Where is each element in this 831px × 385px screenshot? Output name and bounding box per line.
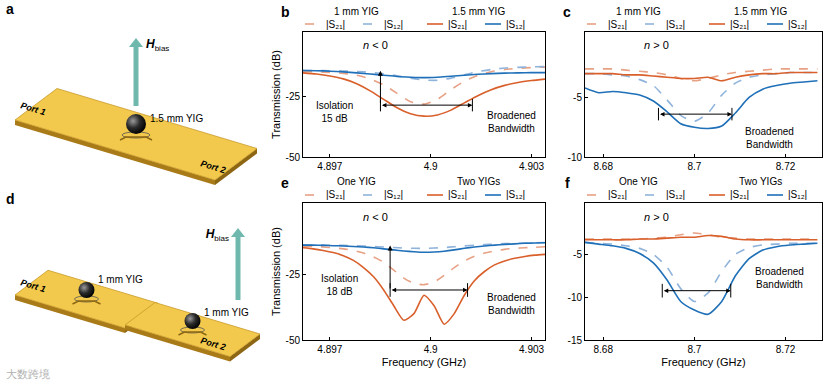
svg-text:|S₂₁|: |S₂₁| [608, 189, 627, 200]
svg-text:4.903: 4.903 [519, 161, 544, 172]
svg-text:-10: -10 [568, 292, 583, 303]
svg-text:8.68: 8.68 [593, 161, 613, 172]
svg-text:BroadenedBandwidth: BroadenedBandwidth [755, 266, 804, 290]
svg-text:Transmission (dB): Transmission (dB) [270, 50, 282, 139]
svg-text:Port 2: Port 2 [199, 158, 226, 175]
svg-text:|S₁₂|: |S₁₂| [506, 19, 525, 30]
svg-text:Hbias: Hbias [146, 37, 169, 53]
svg-text:Port 1: Port 1 [19, 277, 46, 294]
svg-text:|S₁₂|: |S₁₂| [384, 189, 403, 200]
svg-text:|S₁₂|: |S₁₂| [788, 19, 807, 30]
svg-text:8.68: 8.68 [593, 344, 613, 355]
svg-text:|S₂₁|: |S₂₁| [448, 189, 467, 200]
svg-text:1 mm YIG: 1 mm YIG [204, 307, 249, 318]
svg-text:n > 0: n > 0 [644, 211, 669, 223]
svg-text:|S₂₁|: |S₂₁| [730, 19, 749, 30]
svg-text:Hbias: Hbias [206, 227, 229, 243]
svg-text:4.9: 4.9 [424, 161, 438, 172]
svg-text:b: b [281, 4, 290, 20]
svg-text:|S₁₂|: |S₁₂| [506, 189, 525, 200]
svg-text:|S₂₁|: |S₂₁| [326, 189, 345, 200]
svg-text:c: c [563, 4, 571, 20]
svg-text:|S₁₂|: |S₁₂| [666, 189, 685, 200]
svg-text:n > 0: n > 0 [644, 39, 669, 51]
svg-text:|S₂₁|: |S₂₁| [608, 19, 627, 30]
svg-text:1 mm YIG: 1 mm YIG [98, 274, 143, 285]
svg-text:|S₂₁|: |S₂₁| [326, 19, 345, 30]
svg-text:1 mm YIG: 1 mm YIG [334, 6, 379, 17]
svg-text:Frequency (GHz): Frequency (GHz) [382, 356, 466, 368]
svg-text:Isolation15 dB: Isolation15 dB [316, 100, 353, 124]
svg-text:1.5 mm YIG: 1.5 mm YIG [452, 6, 505, 17]
svg-text:|S₂₁|: |S₂₁| [730, 189, 749, 200]
svg-text:d: d [6, 191, 15, 207]
svg-text:Two YIGs: Two YIGs [457, 176, 500, 187]
svg-text:|S₁₂|: |S₁₂| [384, 19, 403, 30]
svg-text:4.9: 4.9 [424, 344, 438, 355]
svg-text:Port 1: Port 1 [19, 100, 46, 117]
svg-text:1.5 mm YIG: 1.5 mm YIG [150, 113, 203, 124]
svg-text:|S₂₁|: |S₂₁| [448, 19, 467, 30]
svg-text:1.5 mm YIG: 1.5 mm YIG [734, 6, 787, 17]
svg-text:-5: -5 [573, 249, 582, 260]
svg-text:-50: -50 [286, 335, 301, 346]
svg-text:BroadenedBandwidth: BroadenedBandwidth [487, 110, 536, 134]
svg-text:-15: -15 [568, 335, 583, 346]
svg-text:8.72: 8.72 [776, 161, 796, 172]
svg-text:One YIG: One YIG [619, 176, 658, 187]
svg-text:|S₁₂|: |S₁₂| [788, 189, 807, 200]
svg-text:Two YIGs: Two YIGs [739, 176, 782, 187]
svg-text:4.897: 4.897 [317, 161, 342, 172]
svg-text:8.7: 8.7 [687, 344, 701, 355]
svg-text:a: a [6, 1, 14, 17]
svg-text:BroadenedBandwidth: BroadenedBandwidth [745, 126, 794, 150]
svg-text:-10: -10 [568, 152, 583, 163]
svg-text:Frequency (GHz): Frequency (GHz) [661, 356, 745, 368]
svg-text:Port 2: Port 2 [199, 335, 226, 352]
svg-text:Transmission (dB): Transmission (dB) [270, 227, 282, 316]
svg-text:n < 0: n < 0 [363, 39, 388, 51]
svg-text:-5: -5 [573, 92, 582, 103]
svg-text:8.72: 8.72 [776, 344, 796, 355]
svg-text:4.897: 4.897 [317, 344, 342, 355]
svg-text:Isolation18 dB: Isolation18 dB [321, 273, 358, 297]
svg-text:e: e [281, 175, 289, 191]
svg-text:4.903: 4.903 [519, 344, 544, 355]
svg-text:-25: -25 [286, 91, 301, 102]
svg-text:One YIG: One YIG [337, 176, 376, 187]
svg-text:|S₁₂|: |S₁₂| [666, 19, 685, 30]
svg-text:BroadenedBandwidth: BroadenedBandwidth [487, 292, 536, 316]
svg-text:-25: -25 [286, 269, 301, 280]
svg-text:1 mm YIG: 1 mm YIG [616, 6, 661, 17]
svg-text:-50: -50 [286, 152, 301, 163]
svg-text:大数跨境: 大数跨境 [6, 368, 50, 380]
svg-text:n < 0: n < 0 [363, 211, 388, 223]
svg-text:8.7: 8.7 [687, 161, 701, 172]
svg-text:f: f [565, 175, 570, 191]
